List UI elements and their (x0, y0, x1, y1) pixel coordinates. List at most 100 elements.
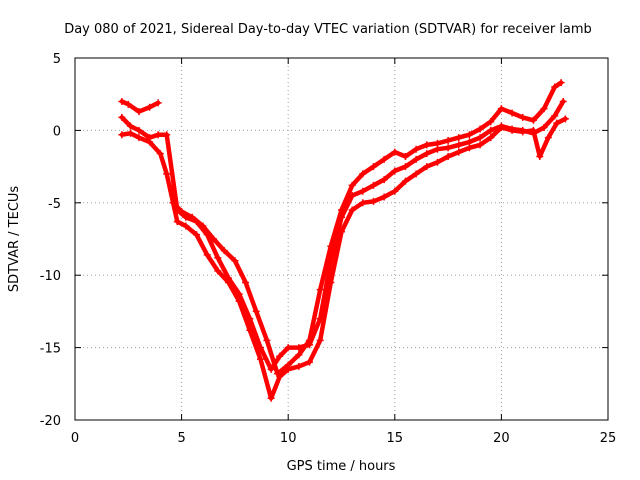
data-point (348, 192, 356, 200)
data-point (391, 148, 399, 156)
data-point (135, 126, 143, 134)
data-point (380, 155, 388, 163)
x-tick-label: 0 (71, 431, 79, 446)
data-point (380, 176, 388, 184)
data-point (412, 145, 420, 153)
data-point (203, 251, 211, 259)
data-point (256, 355, 264, 363)
data-point (476, 141, 484, 149)
data-point (423, 150, 431, 158)
data-point (369, 181, 377, 189)
data-point (519, 113, 527, 121)
data-point (401, 152, 409, 160)
series-line (170, 80, 564, 376)
data-point (124, 100, 132, 108)
data-point (465, 144, 473, 152)
data-point (225, 278, 233, 286)
data-point (544, 134, 552, 142)
data-point (193, 218, 201, 226)
data-point (412, 170, 420, 178)
data-point (154, 99, 162, 107)
data-point (401, 163, 409, 171)
data-point (154, 131, 162, 139)
data-point (235, 297, 243, 305)
data-point (380, 193, 388, 201)
data-point (540, 124, 548, 132)
data-point (214, 267, 222, 275)
data-point (476, 134, 484, 142)
data-point (338, 213, 345, 221)
data-point (476, 125, 484, 133)
y-tick-label: -10 (40, 269, 61, 284)
data-point (557, 79, 565, 87)
data-point (369, 197, 377, 205)
data-point (135, 108, 143, 116)
x-axis-label: GPS time / hours (287, 459, 396, 474)
data-point (455, 148, 463, 156)
data-point (231, 257, 239, 265)
data-point (508, 126, 516, 134)
data-point (559, 97, 567, 105)
series-line (119, 116, 568, 401)
data-point (163, 131, 171, 139)
y-tick-label: 5 (53, 52, 61, 67)
data-point (348, 181, 356, 189)
data-point (401, 177, 409, 185)
data-point (173, 218, 181, 226)
data-point (444, 137, 452, 145)
y-tick-label: -15 (40, 342, 61, 357)
data-point (146, 138, 154, 146)
series-group (118, 79, 569, 402)
data-point (455, 141, 463, 149)
data-point (246, 326, 254, 334)
data-point (359, 170, 367, 178)
data-point (118, 113, 126, 121)
data-point (193, 231, 201, 239)
data-point (276, 352, 284, 360)
x-tick-label: 20 (493, 431, 510, 446)
data-point (267, 394, 275, 402)
data-point (156, 150, 164, 158)
data-point (391, 187, 399, 195)
data-point (242, 278, 250, 286)
data-point (267, 365, 275, 373)
data-point (423, 163, 431, 171)
data-point (497, 124, 505, 132)
data-point (182, 213, 190, 221)
data-point (306, 341, 314, 349)
x-tick-label: 5 (177, 431, 185, 446)
data-point (214, 254, 222, 262)
data-point (455, 134, 463, 142)
x-tick-label: 10 (280, 431, 297, 446)
data-point (433, 158, 441, 166)
data-point (487, 134, 495, 142)
data-point (135, 134, 143, 142)
data-point (295, 344, 303, 352)
data-point (146, 103, 154, 111)
data-point (359, 199, 367, 207)
data-point (220, 247, 228, 255)
data-point (444, 144, 452, 152)
data-point (284, 344, 292, 352)
data-point (369, 163, 377, 171)
chart-title: Day 080 of 2021, Sidereal Day-to-day VTE… (64, 22, 592, 37)
data-point (423, 141, 431, 149)
data-point (391, 167, 399, 175)
data-point (465, 131, 473, 139)
data-point (529, 116, 537, 124)
data-point (295, 351, 303, 359)
data-point (508, 109, 516, 117)
data-point (316, 336, 324, 344)
y-tick-label: 0 (53, 124, 61, 139)
data-point (433, 145, 441, 153)
data-point (444, 152, 452, 160)
data-point (497, 105, 505, 113)
data-point (536, 152, 544, 160)
data-point (252, 307, 260, 315)
data-point (263, 336, 271, 344)
data-point (118, 97, 126, 105)
x-tick-label: 15 (387, 431, 404, 446)
data-point (412, 155, 420, 163)
data-point (553, 119, 561, 127)
plot-frame (74, 57, 609, 421)
